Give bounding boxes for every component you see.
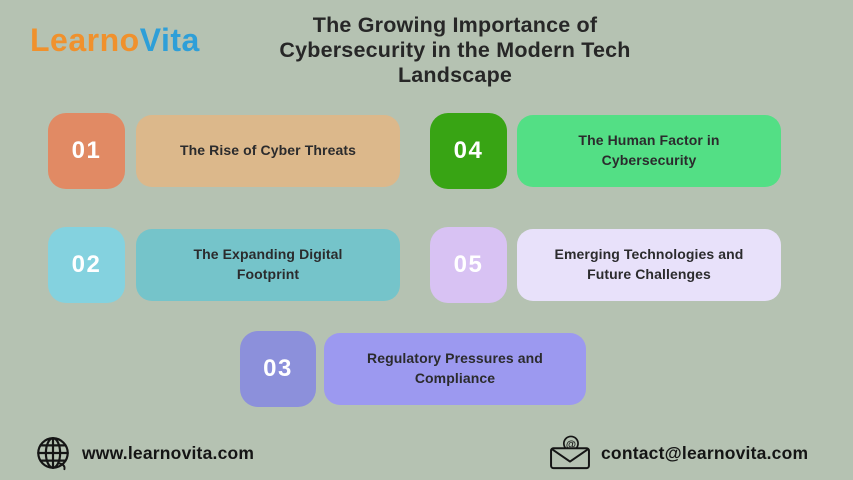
topic-card-label: The Rise of Cyber Threats bbox=[180, 142, 356, 159]
footer-email: @ contact@learnovita.com bbox=[548, 435, 808, 471]
number-badge-01: 01 bbox=[48, 113, 125, 189]
topic-card-label: Regulatory Pressures and Compliance bbox=[367, 350, 543, 386]
page-title-line-2: Cybersecurity in the Modern Tech bbox=[279, 37, 631, 62]
topic-card-01: The Rise of Cyber Threats bbox=[136, 115, 400, 187]
email-address: contact@learnovita.com bbox=[601, 442, 809, 463]
logo-text-vita: Vita bbox=[139, 22, 200, 58]
page-title: The Growing Importance of Cybersecurity … bbox=[205, 13, 705, 88]
website-url: www.learnovita.com bbox=[82, 442, 255, 463]
list-item-05: 05 Emerging Technologies and Future Chal… bbox=[430, 227, 782, 303]
page-title-line-1: The Growing Importance of bbox=[312, 13, 598, 37]
number-badge-03: 03 bbox=[240, 331, 316, 407]
logo-text-learno: Learno bbox=[30, 22, 140, 58]
footer-website: www.learnovita.com bbox=[34, 434, 254, 472]
topic-card-03: Regulatory Pressures and Compliance bbox=[324, 333, 586, 405]
list-item-02: 02 The Expanding Digital Footprint bbox=[48, 227, 400, 303]
topic-card-label: The Expanding Digital Footprint bbox=[193, 246, 343, 282]
list-item-04: 04 The Human Factor in Cybersecurity bbox=[430, 113, 782, 189]
list-item-01: 01 The Rise of Cyber Threats bbox=[48, 113, 400, 189]
globe-icon bbox=[34, 434, 72, 472]
page-title-line-3: Landscape bbox=[397, 62, 513, 87]
svg-text:@: @ bbox=[566, 439, 576, 450]
number-badge-05: 05 bbox=[430, 227, 507, 303]
topic-card-02: The Expanding Digital Footprint bbox=[136, 229, 400, 301]
list-item-03: 03 Regulatory Pressures and Compliance bbox=[240, 331, 586, 407]
learnovita-logo: LearnoVita bbox=[30, 24, 200, 56]
number-badge-02: 02 bbox=[48, 227, 125, 303]
topic-card-04: The Human Factor in Cybersecurity bbox=[517, 115, 781, 187]
topic-card-label: The Human Factor in Cybersecurity bbox=[578, 132, 720, 168]
topic-card-05: Emerging Technologies and Future Challen… bbox=[517, 229, 781, 301]
topic-card-label: Emerging Technologies and Future Challen… bbox=[554, 246, 744, 282]
number-badge-04: 04 bbox=[430, 113, 507, 189]
envelope-icon: @ bbox=[548, 435, 592, 471]
